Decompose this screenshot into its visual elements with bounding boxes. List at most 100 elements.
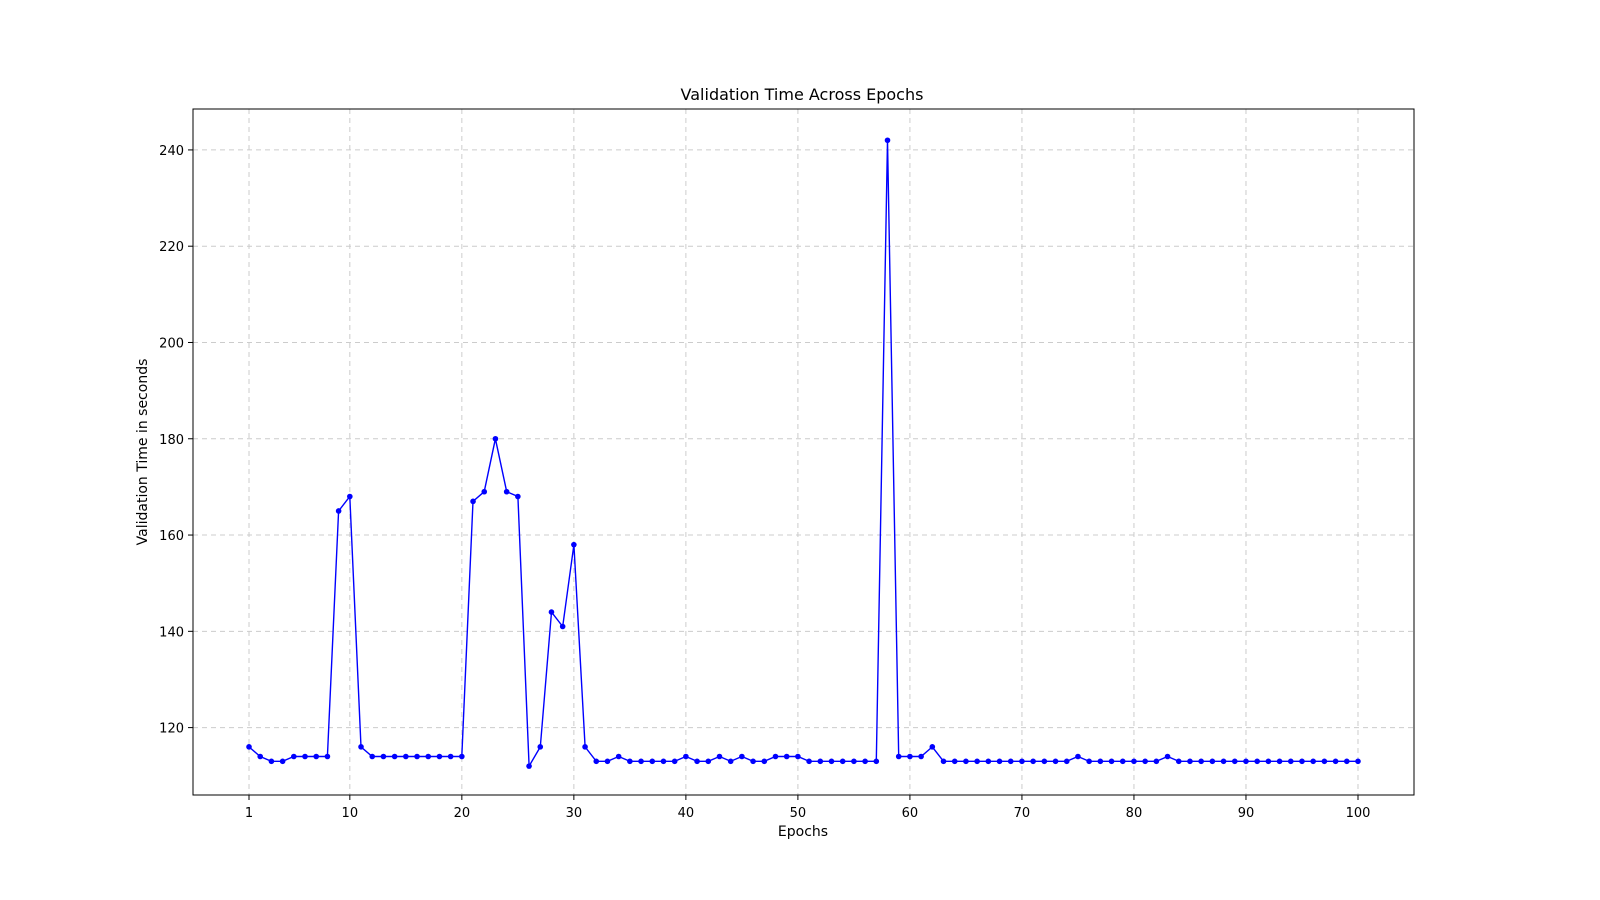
data-point [391,753,398,760]
data-point [515,493,521,500]
data-point [1030,758,1036,765]
y-tick-label: 180 [159,433,184,448]
data-point [302,753,308,760]
data-point [559,623,566,630]
x-tick-label: 10 [342,806,359,821]
y-tick-label: 160 [159,529,184,544]
data-point [257,753,264,760]
data-point [907,753,913,760]
data-point [481,488,488,495]
data-point [1131,758,1137,765]
data-point [851,758,857,765]
data-point [671,758,678,765]
data-point [492,435,499,442]
data-point [380,753,387,760]
data-point [727,758,734,765]
data-point [1119,758,1126,765]
data-point [1209,758,1216,765]
y-tick-label: 140 [159,625,184,640]
data-point [403,753,409,760]
data-point [929,744,936,750]
data-point [369,753,376,760]
data-point [750,758,756,765]
y-tick-label: 200 [159,336,184,351]
data-point [1321,758,1328,765]
data-point [1198,758,1204,765]
data-point [974,758,980,765]
data-point [1310,758,1316,765]
data-point [862,758,868,765]
data-point [918,753,924,760]
data-point [985,758,992,765]
data-point [358,744,364,750]
data-point [817,758,824,765]
data-point [739,753,745,760]
data-point [347,493,353,500]
data-point [571,541,577,548]
y-tick-label: 240 [159,144,184,159]
x-tick-label: 1 [245,806,253,821]
data-point [1075,753,1081,760]
x-tick-label: 90 [1238,806,1255,821]
data-point [279,758,286,765]
data-point [604,758,611,765]
data-point [839,758,846,765]
data-point [884,137,891,144]
data-point [873,758,880,765]
series-line [248,140,1358,769]
data-point [1343,758,1350,765]
series-validation-time [246,137,1361,769]
data-point [1265,758,1272,765]
data-point [1041,758,1048,765]
data-point [313,753,320,760]
data-point [268,758,275,765]
data-point [1175,758,1182,765]
data-point [638,758,644,765]
data-point [806,758,812,765]
data-point [1063,758,1070,765]
x-tick-label: 70 [1014,806,1031,821]
data-point [828,758,835,765]
x-tick-label: 80 [1126,806,1143,821]
data-point [425,753,432,760]
data-point [1332,758,1339,765]
data-point [761,758,768,765]
data-point [772,753,779,760]
data-point [1243,758,1249,765]
data-point [1052,758,1059,765]
data-point [1097,758,1104,765]
grid-lines [193,109,1414,795]
data-point [963,758,969,765]
data-point [1220,758,1227,765]
data-point [615,753,622,760]
data-point [996,758,1003,765]
plot-area-frame [192,108,1415,796]
data-point [1164,753,1171,760]
axis-ticks: 1 10 20 30 40 50 60 70 80 90 100 120 140 160 180 200 220… [159,144,1370,821]
data-point [1007,758,1014,765]
data-point [783,753,790,760]
y-axis-label: Validation Time in seconds [135,359,151,546]
data-point [470,498,476,505]
data-point [716,753,723,760]
data-point [548,609,555,615]
data-point [1142,758,1148,765]
data-point [291,753,297,760]
data-point [1231,758,1238,765]
data-point [951,758,958,765]
data-point [324,753,331,760]
x-tick-label: 60 [902,806,919,821]
y-tick-label: 120 [159,722,184,737]
data-point [1299,758,1305,765]
data-point [414,753,420,760]
data-point [537,744,544,750]
data-point [582,744,588,750]
x-tick-label: 100 [1346,806,1371,821]
data-point [683,753,689,760]
data-point [795,753,801,760]
data-point [627,758,633,765]
data-point [246,744,252,750]
data-point [459,753,465,760]
data-point [1355,758,1361,765]
data-point [526,763,532,769]
